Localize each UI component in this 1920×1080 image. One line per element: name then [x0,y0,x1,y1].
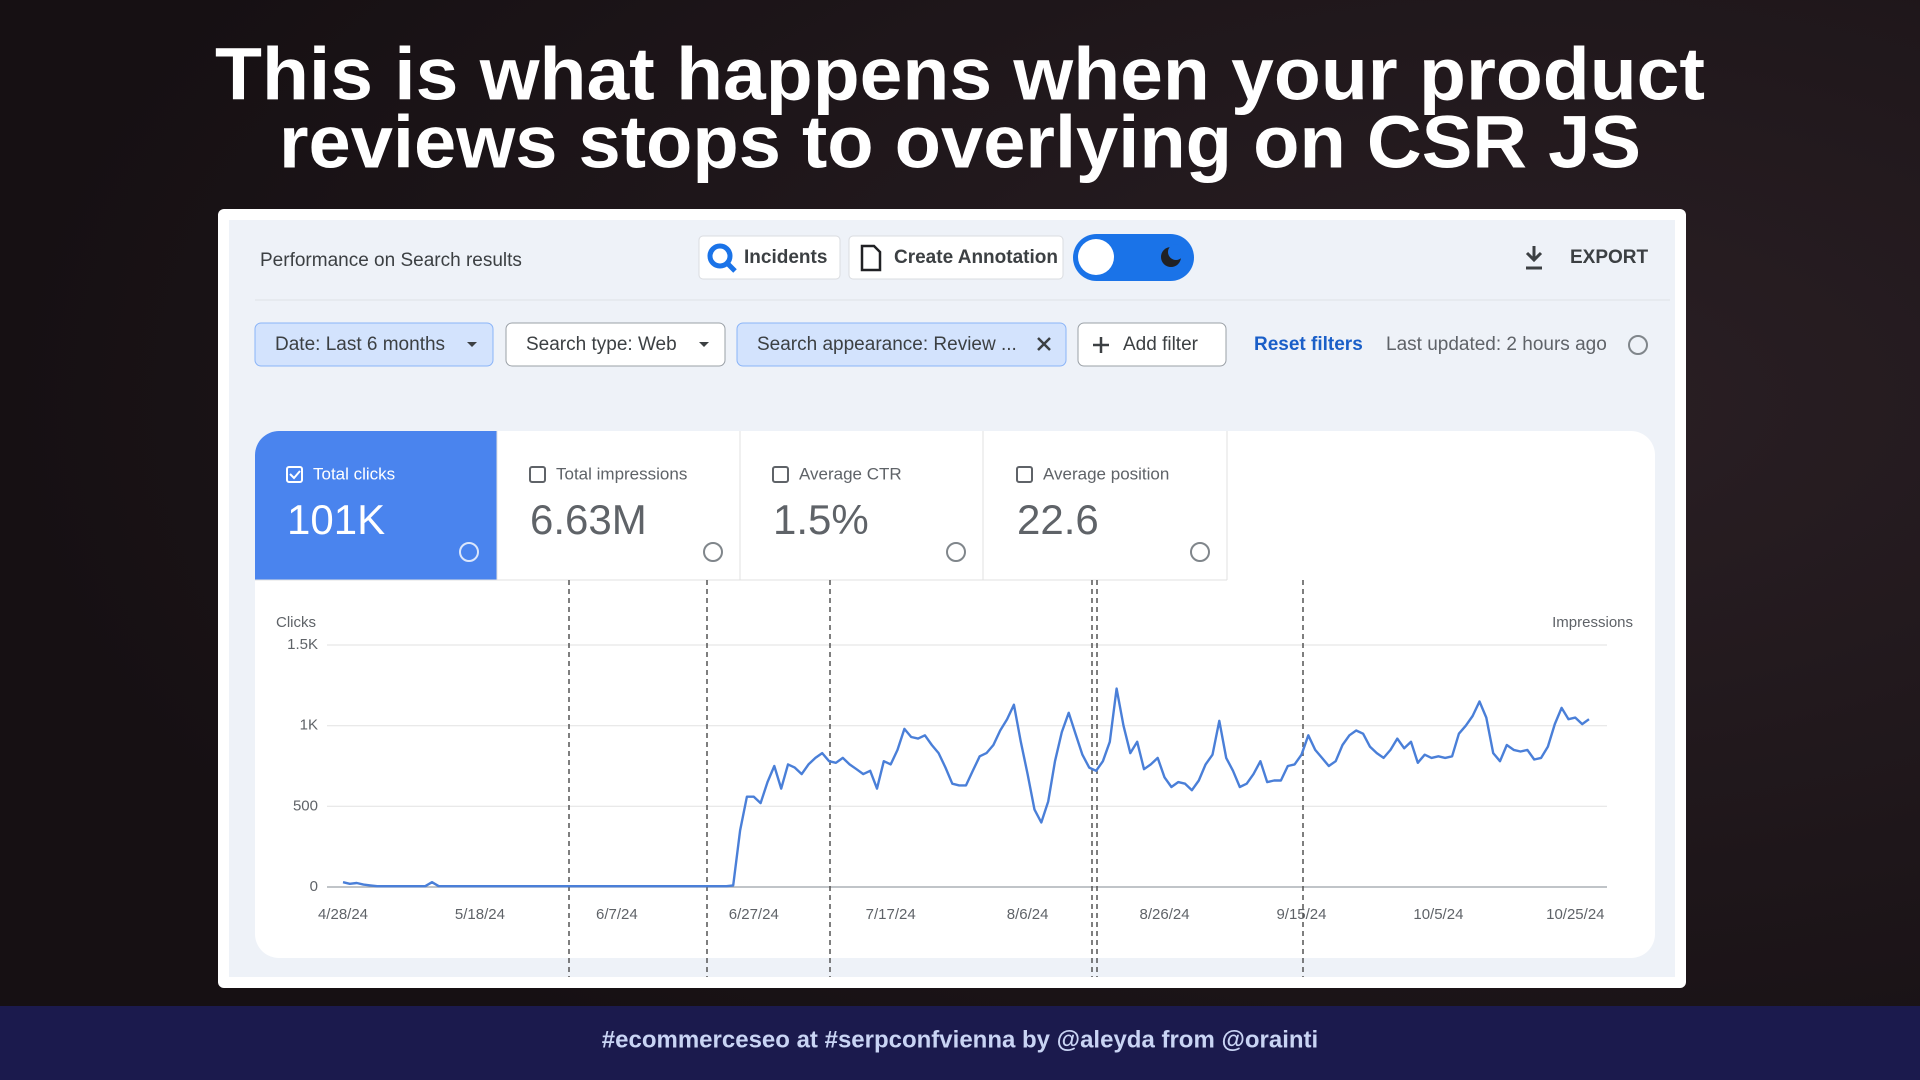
last-updated: Last updated: 2 hours ago [1386,334,1607,355]
x-tick-label: 6/27/24 [729,906,779,923]
export-button[interactable]: EXPORT [1570,247,1649,268]
y-tick-label: 1K [300,717,318,734]
y-axis-title: Clicks [276,614,316,631]
annotation-button[interactable] [848,235,1064,280]
check-mark [289,470,301,480]
x-tick-label: 8/6/24 [1007,906,1049,923]
help-icon[interactable] [946,542,966,562]
help-icon[interactable] [459,542,479,562]
x-tick-label: 7/17/24 [866,906,916,923]
slide-title: reviews stops to overlying on CSR JS [279,101,1641,184]
filter-chip[interactable] [254,322,494,367]
y-tick-label: 500 [293,797,318,814]
filter-chip[interactable] [736,322,1067,367]
footer-band [0,1006,1920,1080]
y-tick-label: 0 [310,878,318,895]
annotation-icon [860,244,882,272]
x-tick-label: 4/28/24 [318,906,368,923]
checkbox[interactable] [772,466,789,483]
filter-chip-label: Search appearance: Review ... [757,334,1017,355]
checkbox[interactable] [529,466,546,483]
y-tick-label: 1.5K [287,636,318,653]
help-icon[interactable] [703,542,723,562]
x-tick-label: 5/18/24 [455,906,505,923]
annotation-label: Create Annotation [894,247,1058,268]
x-tick-label: 6/7/24 [596,906,638,923]
dropdown-arrow [699,342,709,347]
export-icon [1525,246,1543,270]
dropdown-arrow [467,342,477,347]
filter-chip-label: Date: Last 6 months [275,334,445,355]
filter-chip[interactable] [505,322,726,367]
x-tick-label: 10/5/24 [1413,906,1463,923]
metric-label: Average position [1043,464,1169,483]
plus-icon [1093,337,1109,353]
incidents-label: Incidents [744,247,827,268]
x-tick-label: 9/15/24 [1276,906,1326,923]
clicks-line [342,687,1590,888]
x-tick-label: 10/25/24 [1546,906,1604,923]
help-icon[interactable] [1628,335,1648,355]
checkbox[interactable] [286,466,303,483]
help-icon[interactable] [1190,542,1210,562]
incidents-icon [707,243,733,269]
incidents-icon [725,261,737,273]
line-chart: 0 500 1K 1.5K 4/28/24 5/18/24 6/7/24 6/27/24 7/1… [287,580,1607,977]
footer-text: #ecommerceseo at #serpconfvienna by @ale… [602,1026,1318,1053]
chart-panel [255,431,1655,958]
metric-value: 1.5% [773,496,869,543]
add-filter-label: Add filter [1123,334,1199,355]
metric-label: Total impressions [556,464,687,483]
slide-title: This is what happens when your product [215,33,1705,116]
metric-card-selected[interactable] [255,431,497,580]
metric-label: Average CTR [799,464,902,483]
y2-axis-title: Impressions [1552,614,1633,631]
metric-value: 22.6 [1017,496,1099,543]
panel-heading: Performance on Search results [260,250,522,271]
reset-filters-link[interactable]: Reset filters [1254,334,1363,355]
filter-chip-label: Search type: Web [526,334,677,355]
x-tick-label: 8/26/24 [1140,906,1190,923]
metric-label: Total clicks [313,464,395,483]
add-filter-button[interactable] [1077,322,1227,367]
checkbox[interactable] [1016,466,1033,483]
metric-value: 101K [287,496,385,543]
moon-icon [1168,244,1184,260]
toggle-knob [1078,239,1114,275]
metric-value: 6.63M [530,496,647,543]
remove-filter-icon[interactable] [1037,337,1051,351]
